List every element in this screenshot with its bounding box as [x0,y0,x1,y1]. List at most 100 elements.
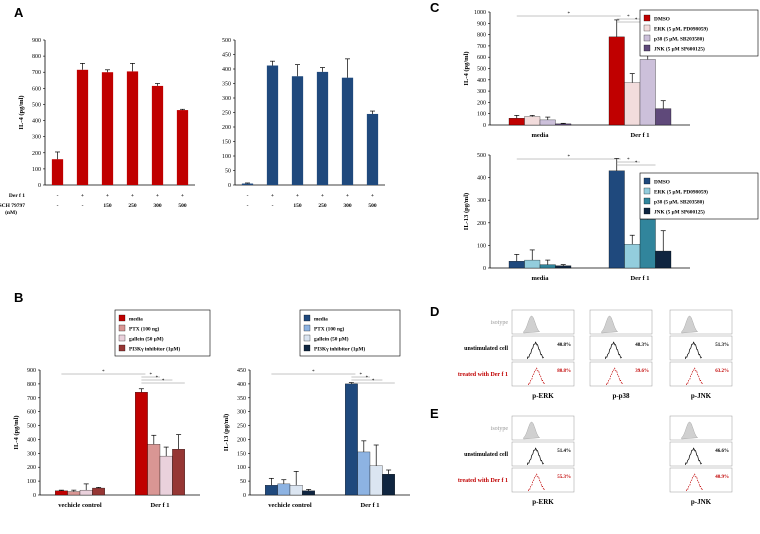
y-tick-label: 0 [483,266,486,272]
y-tick-label: 900 [477,21,486,27]
unstimulated-peak [685,341,702,360]
y-tick-label: 150 [222,140,231,146]
y-tick-label: 800 [477,33,486,39]
bar [608,36,625,126]
y-tick-label: 800 [32,54,41,60]
legend-label: p38 (5 μM, SB203580) [654,199,704,206]
bar [289,485,303,496]
y-tick-label: 500 [477,153,486,159]
bar [382,474,395,496]
y-tick-label: 200 [477,221,486,227]
bar [67,491,81,496]
bar [172,449,185,496]
x-axis-label: p-p38 [612,392,630,400]
bar [508,261,525,269]
row-value: + [371,193,374,199]
legend-swatch [303,324,311,332]
legend-label: gallein (50 μM) [314,336,349,343]
category-label: Der f 1 [360,502,379,509]
y-tick-label: 900 [32,38,41,44]
bar [608,170,625,269]
bar [555,265,572,269]
y-tick-label: 200 [237,437,246,443]
y-tick-label: 500 [32,102,41,108]
legend-swatch [643,24,651,32]
histogram-box [669,309,733,335]
y-tick-label: 50 [240,479,246,485]
legend-label: DMSO [654,17,670,23]
y-tick-label: 400 [222,67,231,73]
row-value: - [57,203,59,209]
bar [655,250,672,269]
treated-peak [528,473,545,492]
panel-label-b: B [14,290,24,305]
row-label: unstimulated cell [464,346,508,352]
category-label: Der f 1 [630,275,649,282]
bar [624,244,641,269]
isotype-peak [601,315,619,334]
histogram-box [669,335,733,361]
bar [655,108,672,126]
bar [265,485,278,496]
x-axis-label: p-JNK [691,392,712,400]
y-tick-label: 300 [477,89,486,95]
row-value: - [82,203,84,209]
legend-swatch [643,197,651,205]
bar [241,183,254,185]
legend-label: p38 (5 μM, SB203580) [654,36,704,43]
significance-star: * [149,373,152,378]
isotype-peak [523,421,541,440]
row-value: + [296,193,299,199]
category-label: Der f 1 [150,502,169,509]
significance-star: * [359,373,362,378]
row-value: + [321,193,324,199]
row-value: + [156,193,159,199]
bar [316,71,329,185]
legend-label: media [129,317,143,323]
isotype-peak [681,315,699,334]
legend-label: ERK (5 μM, PD098059) [654,26,708,33]
row-label: SCH 79797 (nM) [0,203,25,216]
unstimulated-peak [605,341,622,360]
bar [277,483,291,496]
y-tick-label: 100 [237,465,246,471]
category-label: vechicle control [58,502,102,509]
legend-swatch [643,187,651,195]
y-axis-label: IL-4 (pg/ml) [18,95,25,129]
y-tick-label: 100 [32,167,41,173]
bar [159,455,173,496]
percentage-label: 39.6% [635,369,649,374]
legend-label: PTX (100 ng) [314,326,345,333]
y-tick-label: 200 [477,100,486,106]
bar [524,116,541,126]
row-label: isotype [491,320,509,326]
treated-peak [606,367,623,386]
significance-star: * [568,155,571,160]
treated-peak [686,473,703,492]
bar [151,85,164,185]
bar [524,259,541,269]
x-axis-label: p-ERK [532,392,554,400]
panel-label-e: E [430,406,439,421]
panel-label-a: A [14,5,24,20]
y-tick-label: 400 [27,437,36,443]
legend-box [114,309,211,357]
treated-peak [528,367,545,386]
bar [539,119,556,126]
percentage-label: 51.3% [715,343,729,348]
legend-label: PI3Kγ inhibitor (1μM) [129,346,181,353]
legend-swatch [643,34,651,42]
legend-swatch [643,177,651,185]
significance-star: * [635,18,638,23]
row-value: + [181,193,184,199]
significance-star: * [568,12,571,17]
bar [341,77,354,185]
y-tick-label: 900 [27,368,36,374]
y-tick-label: 500 [477,67,486,73]
bar [639,219,656,269]
flow-histograms-e: isotype unstimulated cell treated with Der… [458,415,733,506]
bar [135,392,148,496]
significance-star: * [162,379,165,384]
bar [539,264,556,269]
treated-peak [686,367,703,386]
